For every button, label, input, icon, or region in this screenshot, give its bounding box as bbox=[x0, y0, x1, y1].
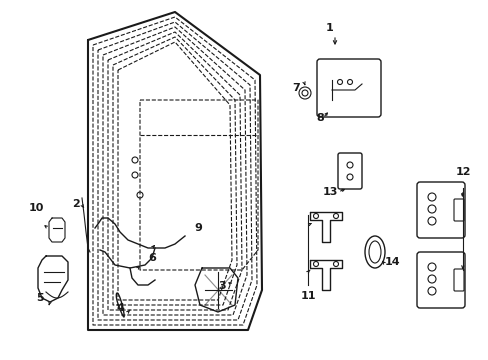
Text: 11: 11 bbox=[300, 291, 315, 301]
Text: 5: 5 bbox=[36, 293, 44, 303]
Text: 10: 10 bbox=[28, 203, 43, 213]
Text: 9: 9 bbox=[194, 223, 202, 233]
Text: 1: 1 bbox=[325, 23, 333, 33]
Text: 6: 6 bbox=[148, 253, 156, 263]
Text: 4: 4 bbox=[116, 303, 123, 313]
Text: 14: 14 bbox=[384, 257, 399, 267]
Text: 2: 2 bbox=[72, 199, 80, 209]
Text: 3: 3 bbox=[218, 281, 225, 291]
Text: 7: 7 bbox=[291, 83, 299, 93]
Text: 13: 13 bbox=[322, 187, 337, 197]
Text: 8: 8 bbox=[315, 113, 323, 123]
Text: 12: 12 bbox=[454, 167, 470, 177]
